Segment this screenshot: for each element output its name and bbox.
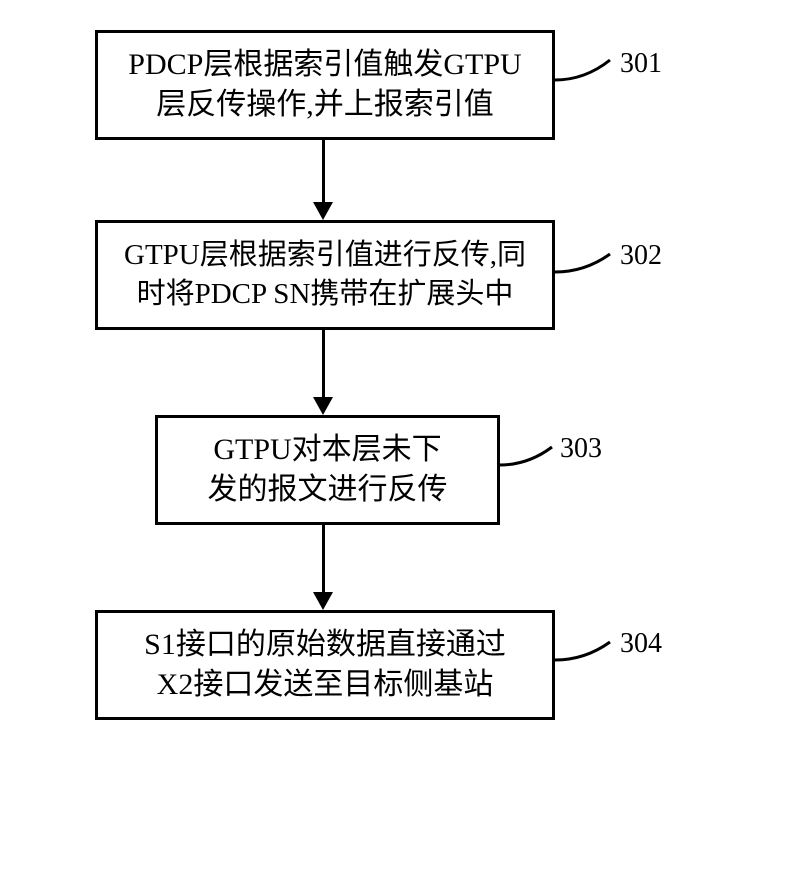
arrow-303-304-line (322, 525, 325, 595)
arrow-302-303-line (322, 330, 325, 400)
flow-box-302: GTPU层根据索引值进行反传,同 时将PDCP SN携带在扩展头中 (95, 220, 555, 330)
arrow-301-302-head (313, 202, 333, 220)
arrow-302-303-head (313, 397, 333, 415)
flow-box-301: PDCP层根据索引值触发GTPU 层反传操作,并上报索引值 (95, 30, 555, 140)
flow-label-302: 302 (620, 240, 662, 272)
flow-box-304: S1接口的原始数据直接通过 X2接口发送至目标侧基站 (95, 610, 555, 720)
flow-box-302-text: GTPU层根据索引值进行反传,同 时将PDCP SN携带在扩展头中 (124, 236, 526, 314)
label-connector-304 (555, 638, 620, 666)
arrow-303-304-head (313, 592, 333, 610)
arrow-301-302-line (322, 140, 325, 205)
label-connector-302 (555, 250, 620, 278)
flow-box-301-text: PDCP层根据索引值触发GTPU 层反传操作,并上报索引值 (128, 45, 521, 126)
flow-label-304: 304 (620, 628, 662, 660)
label-connector-301 (555, 55, 620, 85)
flow-box-304-text: S1接口的原始数据直接通过 X2接口发送至目标侧基站 (144, 625, 506, 706)
flow-label-303: 303 (560, 433, 602, 465)
flow-label-301: 301 (620, 48, 662, 80)
flow-box-303: GTPU对本层未下 发的报文进行反传 (155, 415, 500, 525)
flow-box-303-text: GTPU对本层未下 发的报文进行反传 (208, 430, 448, 511)
label-connector-303 (500, 443, 560, 471)
